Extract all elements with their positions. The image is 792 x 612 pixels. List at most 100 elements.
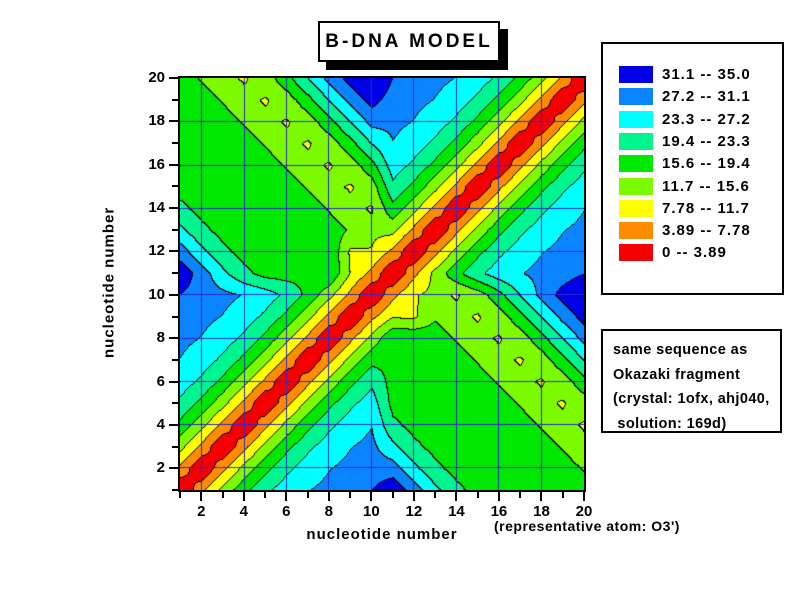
legend-label: 15.6 -- 19.4 (662, 155, 751, 172)
y-axis-tick (169, 467, 178, 470)
y-axis-tick-label: 20 (148, 69, 165, 86)
y-axis-tick-label: 12 (148, 242, 165, 260)
y-axis-tick-label: 14 (148, 199, 165, 217)
legend-swatch (619, 88, 653, 105)
legend-entry: 11.7 -- 15.6 (619, 178, 750, 195)
contour-heatmap (180, 78, 584, 490)
x-axis-minor-tick (519, 492, 522, 498)
y-axis-tick-label: 16 (148, 155, 165, 173)
x-axis-minor-tick (306, 492, 309, 498)
legend-label: 0 -- 3.89 (662, 244, 727, 261)
legend-label: 3.89 -- 7.78 (662, 222, 751, 239)
annotation-line: same sequence as (613, 342, 748, 358)
legend-entry: 23.3 -- 27.2 (619, 111, 751, 128)
y-axis-tick-label: 8 (156, 329, 165, 347)
x-axis-minor-tick (349, 492, 352, 498)
y-axis-minor-tick (172, 358, 178, 361)
legend-entry: 15.6 -- 19.4 (619, 155, 751, 172)
legend-entry: 19.4 -- 23.3 (619, 133, 751, 150)
x-axis-tick (455, 492, 458, 501)
y-axis-tick (169, 380, 178, 383)
y-axis-tick (169, 77, 178, 79)
y-axis-minor-tick (172, 402, 178, 405)
x-axis-minor-tick (391, 492, 394, 498)
x-axis-minor-tick (221, 492, 224, 498)
legend-swatch (619, 178, 653, 195)
x-axis-tick-label: 12 (405, 503, 423, 520)
x-axis-minor-tick (264, 492, 267, 498)
legend-swatch (619, 111, 653, 128)
x-axis-tick (497, 492, 500, 501)
legend-label: 7.78 -- 11.7 (662, 200, 750, 217)
legend-label: 19.4 -- 23.3 (662, 133, 751, 150)
y-axis-minor-tick (172, 315, 178, 318)
x-axis-tick-label: 2 (197, 503, 206, 520)
x-axis-tick-label: 10 (363, 503, 380, 520)
y-axis-minor-tick (172, 98, 178, 101)
y-axis-tick-label: 4 (156, 415, 165, 433)
x-axis-tick (242, 492, 245, 501)
legend-label: 31.1 -- 35.0 (662, 66, 751, 83)
annotation-box: same sequence as Okazaki fragment (cryst… (601, 329, 782, 433)
x-axis-minor-tick (179, 492, 181, 498)
y-axis-tick (169, 250, 178, 253)
x-axis-tick (583, 492, 585, 501)
legend-entry: 3.89 -- 7.78 (619, 222, 751, 239)
y-axis-tick (169, 423, 178, 426)
legend: 31.1 -- 35.0 27.2 -- 31.1 23.3 -- 27.2 19.4… (601, 42, 784, 295)
legend-swatch (619, 200, 653, 217)
x-axis-tick (540, 492, 543, 501)
legend-swatch (619, 222, 653, 239)
legend-entry: 27.2 -- 31.1 (619, 88, 751, 105)
x-axis-title: nucleotide number (306, 526, 458, 543)
x-axis-tick-label: 4 (239, 503, 248, 520)
legend-entry: 0 -- 3.89 (619, 244, 727, 261)
title-box: B-DNA MODEL (318, 21, 500, 62)
legend-label: 23.3 -- 27.2 (662, 111, 751, 128)
legend-label: 27.2 -- 31.1 (662, 88, 751, 105)
x-axis-tick-label: 6 (282, 503, 291, 520)
y-axis-tick-label: 10 (148, 285, 165, 303)
legend-swatch (619, 244, 653, 261)
plot-frame (178, 76, 586, 492)
x-axis-tick-label: 14 (448, 503, 465, 520)
y-axis-tick-label: 18 (148, 112, 165, 130)
x-axis-tick (412, 492, 415, 501)
y-axis-minor-tick (172, 272, 178, 275)
y-axis-tick (169, 120, 178, 123)
x-axis-tick (370, 492, 373, 501)
annotation-line: (crystal: 1ofx, ahj040, (613, 391, 770, 407)
y-axis-tick-label: 2 (156, 459, 165, 477)
x-axis-tick (285, 492, 288, 501)
legend-swatch (619, 133, 653, 150)
page-title: B-DNA MODEL (325, 30, 493, 52)
x-axis-minor-tick (476, 492, 479, 498)
x-axis-tick-label: 8 (324, 503, 333, 520)
legend-entry: 31.1 -- 35.0 (619, 66, 751, 83)
x-axis-tick (327, 492, 330, 501)
y-axis-minor-tick (172, 228, 178, 231)
y-axis-tick-label: 6 (156, 372, 165, 390)
y-axis-tick (169, 207, 178, 210)
x-axis-minor-tick (561, 492, 564, 498)
legend-swatch (619, 66, 653, 83)
y-axis-tick (169, 163, 178, 166)
x-axis-minor-tick (434, 492, 437, 498)
x-axis-tick-label: 20 (575, 503, 593, 520)
legend-entry: 7.78 -- 11.7 (619, 200, 750, 217)
x-axis-tick-label: 18 (533, 503, 550, 520)
y-axis-tick (169, 293, 178, 296)
x-axis-tick (200, 492, 203, 501)
x-axis-tick-label: 16 (490, 503, 508, 520)
y-axis-minor-tick (172, 185, 178, 188)
y-axis-minor-tick (172, 489, 178, 491)
y-axis-minor-tick (172, 142, 178, 145)
annotation-line: Okazaki fragment (613, 366, 741, 383)
representative-atom-note: (representative atom: O3') (494, 518, 680, 534)
y-axis-title: nucleotide number (100, 206, 118, 358)
annotation-line: solution: 169d) (613, 415, 727, 432)
y-axis-minor-tick (172, 445, 178, 448)
y-axis-tick (169, 337, 178, 340)
legend-label: 11.7 -- 15.6 (662, 178, 750, 195)
legend-swatch (619, 155, 653, 172)
